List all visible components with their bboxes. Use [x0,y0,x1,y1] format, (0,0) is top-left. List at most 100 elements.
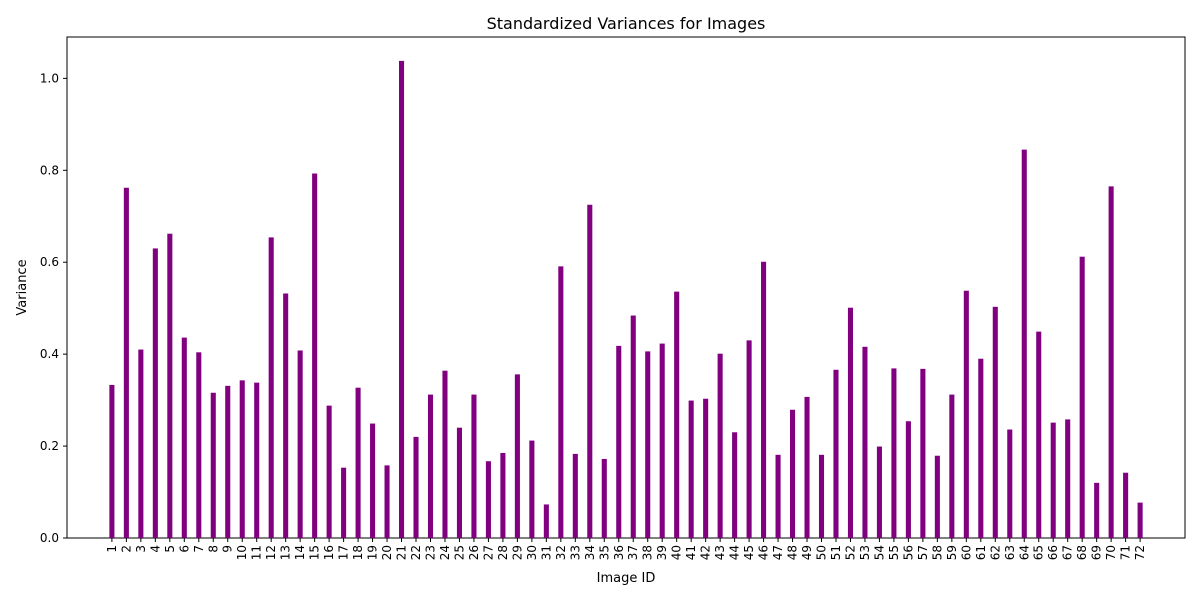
bar-28 [500,452,506,538]
bar-49 [804,396,810,538]
x-tick-label: 1 [105,545,119,553]
x-tick-label: 13 [279,545,293,560]
bar-30 [529,440,535,538]
bar-31 [543,504,549,538]
bar-17 [341,467,347,538]
x-tick-label: 40 [670,545,684,560]
x-tick-label: 17 [337,545,351,560]
y-axis-label: Variance [15,259,30,315]
x-tick-label: 71 [1119,545,1133,560]
bar-16 [326,405,332,538]
bar-52 [847,307,853,538]
bar-6 [181,337,187,538]
x-tick-label: 43 [713,545,727,560]
x-tick-label: 26 [467,545,481,560]
y-axis: 0.0 0.2 0.4 0.6 0.8 1.0 [40,71,67,545]
bar-63 [1007,429,1013,538]
bar-39 [659,343,665,538]
bar-65 [1036,331,1042,538]
x-tick-label: 2 [119,545,133,553]
y-tick-label: 0.4 [40,347,59,361]
x-tick-label: 27 [481,545,495,560]
x-tick-label: 45 [742,545,756,560]
x-tick-label: 51 [829,545,843,560]
x-tick-label: 3 [134,545,148,553]
x-tick-label: 11 [250,545,264,560]
plot-area-frame [66,36,1186,539]
x-tick-label: 50 [815,545,829,560]
bar-8 [210,392,216,538]
x-tick-label: 54 [872,545,886,560]
x-tick-label: 34 [583,545,597,560]
bar-44 [732,432,738,538]
bar-58 [934,455,940,538]
x-tick-label: 12 [264,545,278,560]
x-tick-label: 44 [728,545,742,560]
y-tick-label: 0.0 [40,531,59,545]
x-tick-label: 58 [930,545,944,560]
bar-27 [485,461,491,538]
bar-68 [1079,256,1085,538]
bar-7 [196,352,202,538]
bar-70 [1108,186,1114,538]
bar-40 [674,291,680,538]
bar-33 [572,453,578,538]
x-tick-label: 42 [699,545,713,560]
x-tick-label: 16 [322,545,336,560]
x-tick-label: 41 [684,545,698,560]
bar-11 [254,382,260,538]
bar-34 [587,204,593,538]
x-tick-label: 5 [163,545,177,553]
x-tick-label: 48 [786,545,800,560]
bar-23 [427,394,434,538]
x-tick-label: 64 [1017,545,1031,560]
bar-36 [616,345,622,538]
bar-2 [123,187,129,538]
x-tick-label: 15 [308,545,322,560]
bar-26 [471,394,477,538]
bar-69 [1094,482,1100,538]
bar-29 [514,374,520,538]
bar-55 [891,368,897,538]
x-tick-label: 68 [1075,545,1089,560]
x-tick-label: 60 [959,545,973,560]
bar-46 [761,261,767,538]
bar-47 [775,454,781,538]
bar-45 [746,340,752,538]
x-tick-label: 25 [452,545,466,560]
bar-71 [1123,472,1129,538]
bar-18 [355,387,361,538]
bar-5 [167,233,173,538]
x-tick-label: 65 [1032,545,1046,560]
x-tick-label: 19 [366,545,380,560]
x-tick-label: 22 [409,545,423,560]
x-tick-label: 63 [1003,545,1017,560]
x-axis-label: Image ID [597,571,656,586]
bar-42 [703,398,709,538]
bar-19 [370,423,376,538]
bar-3 [138,349,144,538]
x-tick-label: 14 [293,545,307,560]
x-tick-label: 55 [887,545,901,560]
bar-14 [297,350,303,538]
x-tick-label: 53 [858,545,872,560]
x-tick-label: 46 [757,545,771,560]
bar-22 [413,436,419,538]
x-tick-label: 4 [148,545,162,553]
bar-20 [384,465,390,538]
bar-64 [1021,149,1027,539]
x-tick-label: 33 [568,545,582,560]
x-tick-label: 9 [221,545,235,553]
bar-43 [717,353,723,538]
bar-62 [992,306,998,538]
bar-15 [312,173,318,538]
y-tick-label: 1.0 [40,71,59,85]
y-tick-label: 0.6 [40,255,59,269]
bars-group [109,60,1143,539]
bar-61 [978,358,984,538]
x-tick-label: 61 [974,545,988,560]
x-tick-label: 67 [1061,545,1075,560]
bar-1 [109,384,115,538]
